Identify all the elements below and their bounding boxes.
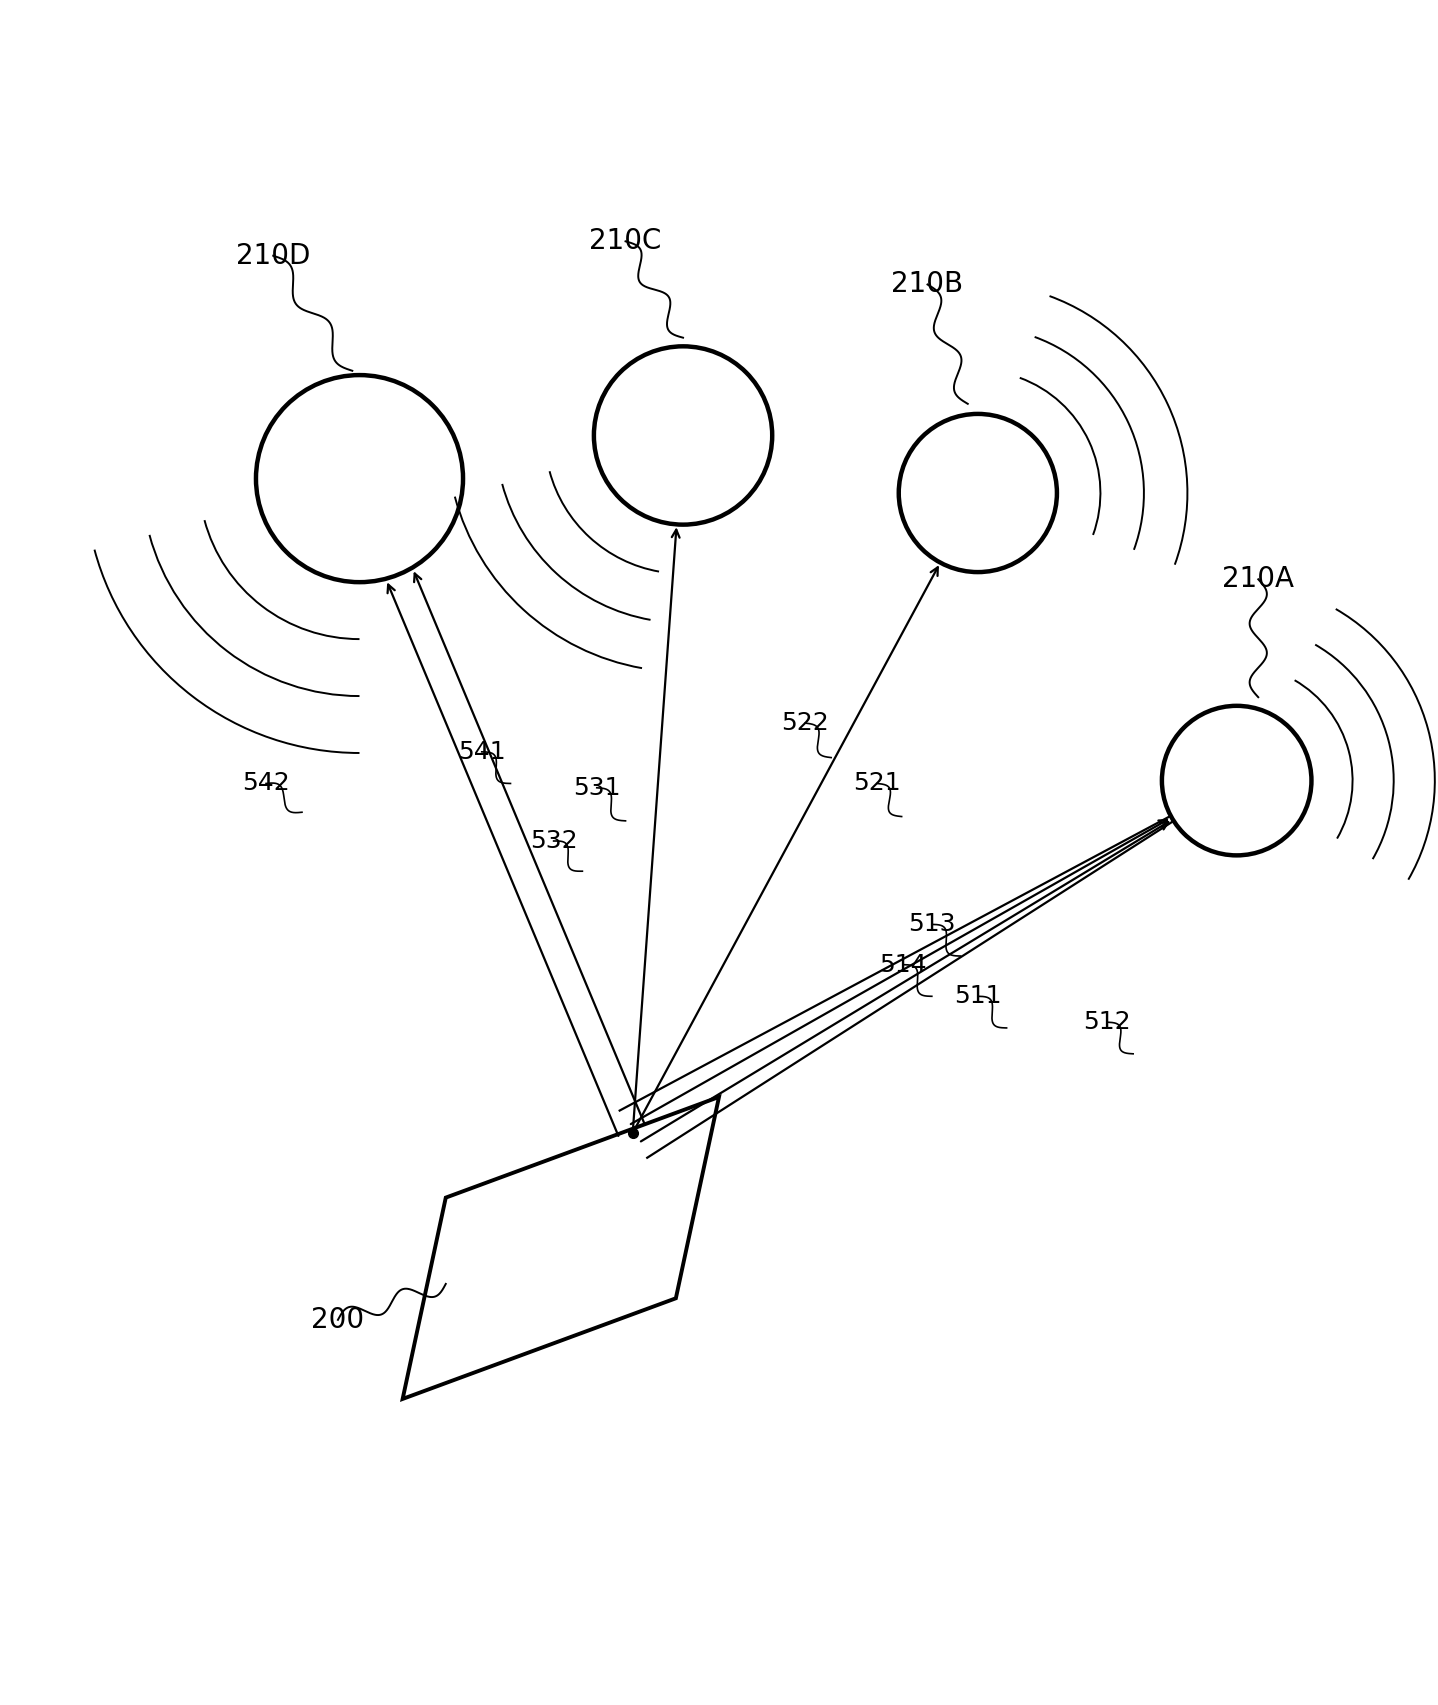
Text: 542: 542 (242, 771, 290, 796)
Text: 511: 511 (953, 984, 1002, 1008)
Text: 513: 513 (907, 912, 956, 936)
Text: 200: 200 (312, 1306, 364, 1333)
Text: 532: 532 (529, 829, 578, 852)
Text: 541: 541 (457, 740, 506, 764)
Text: 210A: 210A (1222, 566, 1294, 593)
Text: 210C: 210C (590, 227, 661, 256)
Text: 514: 514 (879, 953, 928, 977)
Text: 210D: 210D (236, 242, 311, 269)
Text: 531: 531 (572, 776, 621, 800)
Text: 522: 522 (781, 711, 830, 735)
Text: 210B: 210B (892, 271, 963, 298)
Text: 521: 521 (853, 771, 902, 796)
Text: 512: 512 (1083, 1009, 1132, 1035)
